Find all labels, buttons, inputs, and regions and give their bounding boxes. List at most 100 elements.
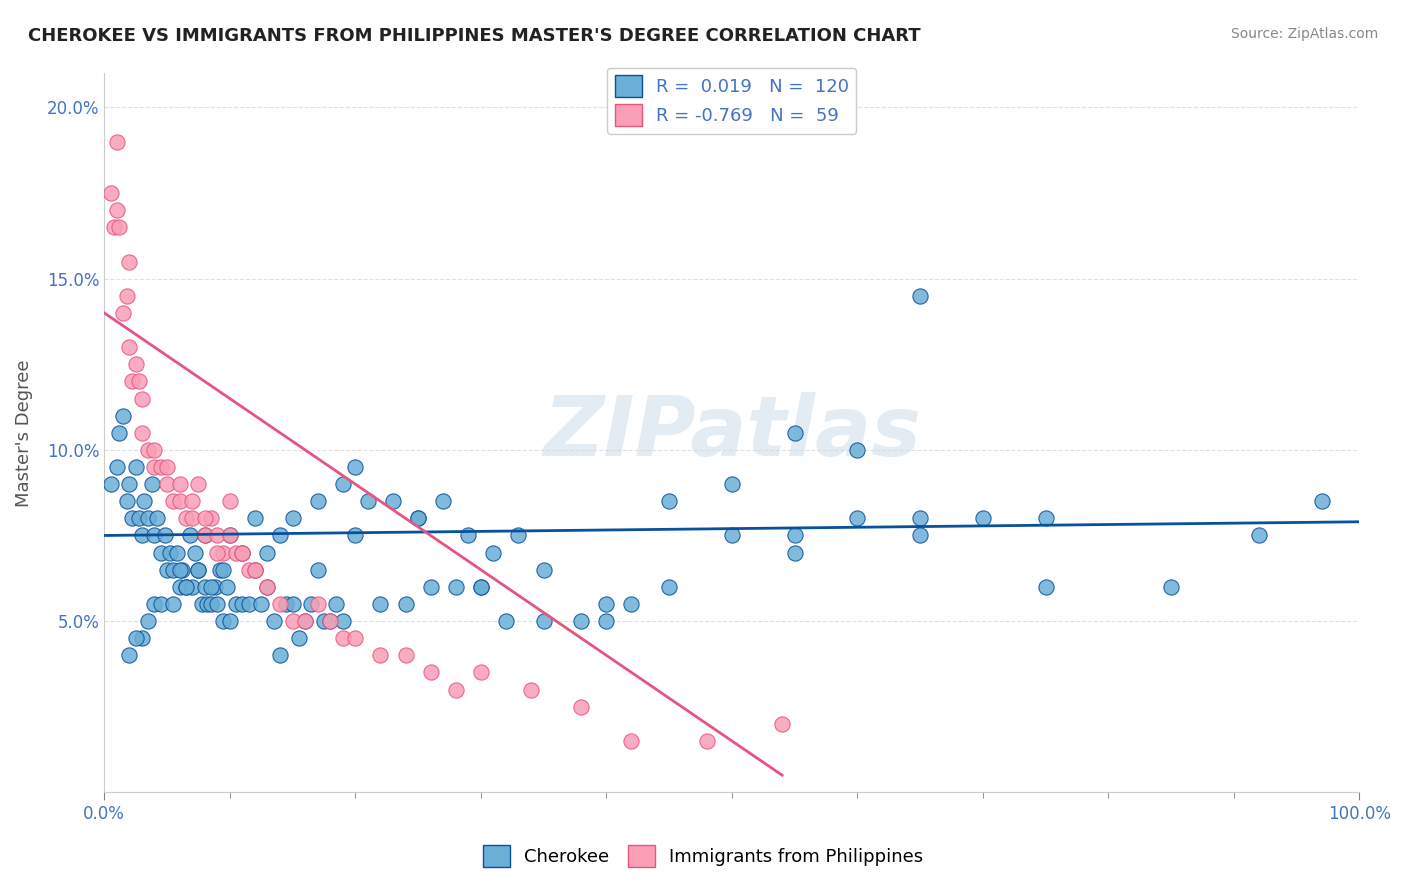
Immigrants from Philippines bbox=[143, 442, 166, 457]
Cherokee bbox=[263, 614, 285, 628]
Cherokee bbox=[432, 494, 454, 508]
Cherokee bbox=[136, 511, 159, 525]
Cherokee bbox=[169, 580, 191, 594]
Legend: R =  0.019   N =  120, R = -0.769   N =  59: R = 0.019 N = 120, R = -0.769 N = 59 bbox=[607, 68, 856, 134]
Cherokee bbox=[100, 477, 122, 491]
Immigrants from Philippines bbox=[124, 357, 146, 371]
Cherokee bbox=[187, 563, 209, 577]
Cherokee bbox=[533, 614, 555, 628]
Immigrants from Philippines bbox=[394, 648, 416, 663]
Cherokee bbox=[1160, 580, 1182, 594]
Cherokee bbox=[288, 631, 311, 645]
Immigrants from Philippines bbox=[205, 546, 228, 560]
Cherokee bbox=[212, 614, 235, 628]
Cherokee bbox=[218, 528, 240, 542]
Immigrants from Philippines bbox=[105, 135, 128, 149]
Cherokee bbox=[783, 546, 806, 560]
Immigrants from Philippines bbox=[770, 716, 793, 731]
Immigrants from Philippines bbox=[419, 665, 441, 680]
Cherokee bbox=[124, 631, 146, 645]
Cherokee bbox=[124, 460, 146, 475]
Legend: Cherokee, Immigrants from Philippines: Cherokee, Immigrants from Philippines bbox=[475, 838, 931, 874]
Immigrants from Philippines bbox=[149, 460, 172, 475]
Cherokee bbox=[344, 528, 367, 542]
Cherokee bbox=[482, 546, 505, 560]
Cherokee bbox=[231, 597, 253, 611]
Cherokee bbox=[112, 409, 135, 423]
Immigrants from Philippines bbox=[231, 546, 253, 560]
Immigrants from Philippines bbox=[169, 477, 191, 491]
Cherokee bbox=[357, 494, 380, 508]
Immigrants from Philippines bbox=[115, 289, 138, 303]
Immigrants from Philippines bbox=[194, 528, 217, 542]
Immigrants from Philippines bbox=[136, 442, 159, 457]
Cherokee bbox=[162, 597, 184, 611]
Immigrants from Philippines bbox=[370, 648, 392, 663]
Immigrants from Philippines bbox=[332, 631, 354, 645]
Cherokee bbox=[162, 563, 184, 577]
Immigrants from Philippines bbox=[128, 375, 150, 389]
Immigrants from Philippines bbox=[174, 511, 197, 525]
Cherokee bbox=[281, 511, 304, 525]
Cherokee bbox=[143, 597, 166, 611]
Cherokee bbox=[212, 563, 235, 577]
Immigrants from Philippines bbox=[243, 563, 266, 577]
Cherokee bbox=[307, 494, 329, 508]
Cherokee bbox=[131, 528, 153, 542]
Cherokee bbox=[195, 597, 218, 611]
Cherokee bbox=[269, 528, 291, 542]
Y-axis label: Master's Degree: Master's Degree bbox=[15, 359, 32, 507]
Cherokee bbox=[208, 563, 231, 577]
Cherokee bbox=[658, 580, 681, 594]
Cherokee bbox=[533, 563, 555, 577]
Cherokee bbox=[325, 597, 347, 611]
Cherokee bbox=[105, 460, 128, 475]
Cherokee bbox=[174, 580, 197, 594]
Cherokee bbox=[783, 425, 806, 440]
Cherokee bbox=[846, 511, 869, 525]
Cherokee bbox=[658, 494, 681, 508]
Cherokee bbox=[972, 511, 994, 525]
Cherokee bbox=[118, 648, 141, 663]
Cherokee bbox=[332, 614, 354, 628]
Cherokee bbox=[908, 511, 931, 525]
Cherokee bbox=[218, 614, 240, 628]
Cherokee bbox=[121, 511, 143, 525]
Immigrants from Philippines bbox=[169, 494, 191, 508]
Immigrants from Philippines bbox=[143, 460, 166, 475]
Immigrants from Philippines bbox=[470, 665, 492, 680]
Immigrants from Philippines bbox=[569, 699, 592, 714]
Cherokee bbox=[595, 597, 617, 611]
Cherokee bbox=[269, 648, 291, 663]
Cherokee bbox=[406, 511, 429, 525]
Immigrants from Philippines bbox=[121, 375, 143, 389]
Cherokee bbox=[495, 614, 517, 628]
Cherokee bbox=[225, 597, 247, 611]
Immigrants from Philippines bbox=[319, 614, 342, 628]
Cherokee bbox=[200, 580, 222, 594]
Cherokee bbox=[170, 563, 193, 577]
Immigrants from Philippines bbox=[112, 306, 135, 320]
Immigrants from Philippines bbox=[118, 340, 141, 354]
Cherokee bbox=[149, 546, 172, 560]
Cherokee bbox=[344, 460, 367, 475]
Cherokee bbox=[276, 597, 298, 611]
Cherokee bbox=[620, 597, 643, 611]
Immigrants from Philippines bbox=[218, 494, 240, 508]
Cherokee bbox=[783, 528, 806, 542]
Immigrants from Philippines bbox=[105, 203, 128, 218]
Cherokee bbox=[243, 563, 266, 577]
Cherokee bbox=[156, 563, 179, 577]
Cherokee bbox=[153, 528, 176, 542]
Immigrants from Philippines bbox=[181, 511, 204, 525]
Cherokee bbox=[294, 614, 316, 628]
Immigrants from Philippines bbox=[156, 460, 179, 475]
Cherokee bbox=[159, 546, 181, 560]
Cherokee bbox=[370, 597, 392, 611]
Immigrants from Philippines bbox=[100, 186, 122, 200]
Immigrants from Philippines bbox=[118, 254, 141, 268]
Cherokee bbox=[281, 597, 304, 611]
Immigrants from Philippines bbox=[444, 682, 467, 697]
Cherokee bbox=[181, 580, 204, 594]
Immigrants from Philippines bbox=[212, 546, 235, 560]
